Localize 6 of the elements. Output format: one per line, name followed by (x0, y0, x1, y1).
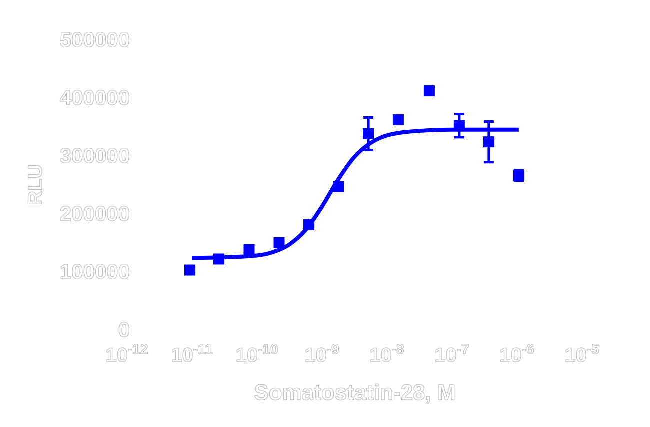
point (363, 128, 374, 140)
point (483, 136, 494, 148)
point (424, 86, 435, 97)
point (184, 264, 196, 276)
point (392, 114, 404, 126)
point (274, 238, 285, 248)
